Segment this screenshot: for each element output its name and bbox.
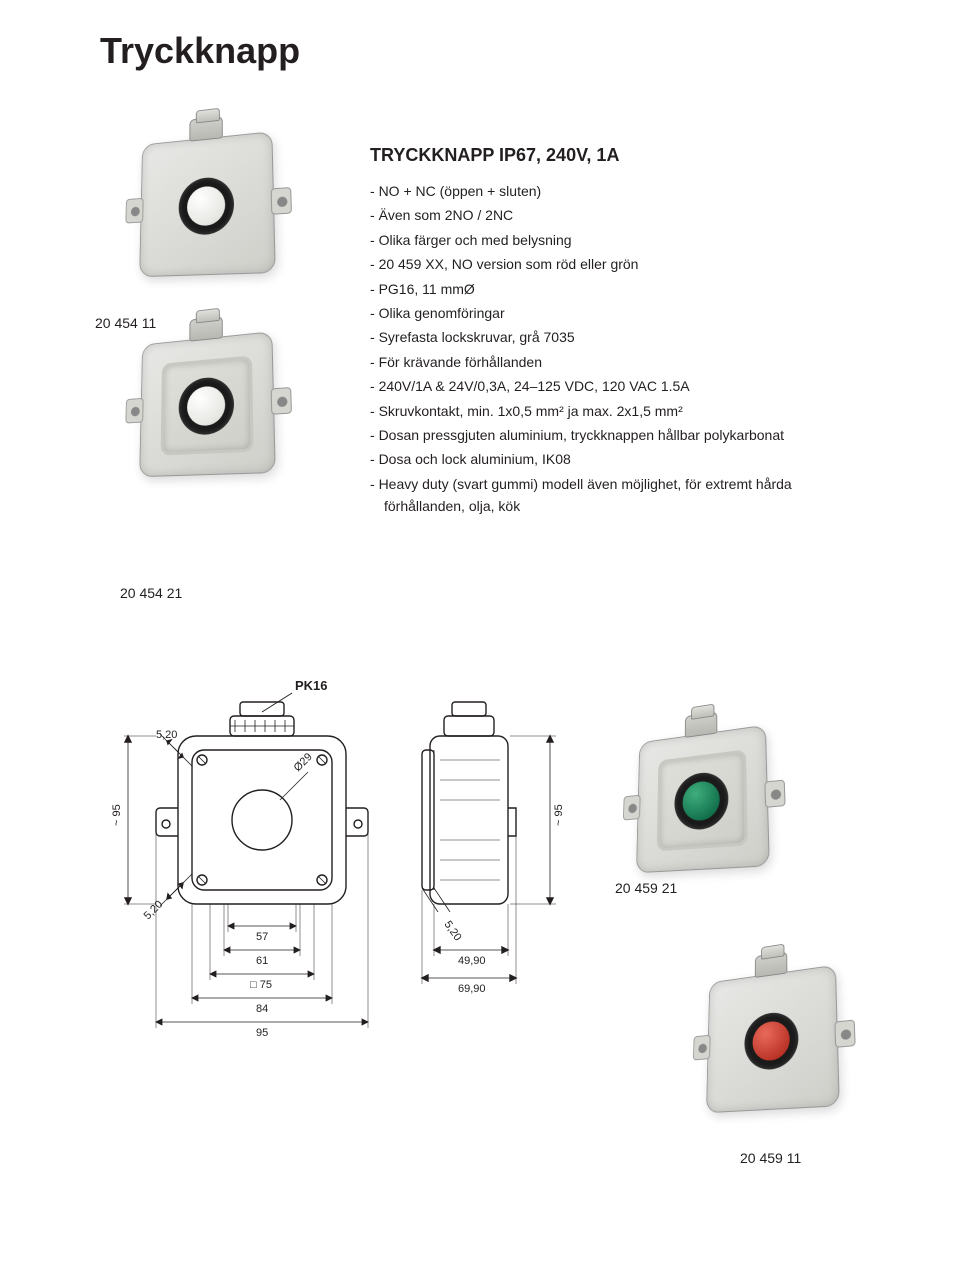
spec-item: Skruvkontakt, min. 1x0,5 mm² ja max. 2x1… (370, 400, 840, 422)
label-20-459-21: 20 459 21 (615, 880, 677, 896)
spec-list: NO + NC (öppen + sluten) Även som 2NO / … (370, 180, 840, 519)
svg-text:69,90: 69,90 (458, 983, 486, 995)
svg-text:Ø29: Ø29 (292, 751, 315, 774)
pk16-label: PK16 (295, 678, 328, 693)
product-image-2 (139, 331, 276, 477)
svg-text:95: 95 (256, 1027, 268, 1039)
spec-item: Heavy duty (svart gummi) modell även möj… (370, 473, 840, 518)
svg-text:49,90: 49,90 (458, 955, 486, 967)
svg-text:~ 95: ~ 95 (553, 804, 565, 826)
label-20-454-11: 20 454 11 (95, 315, 156, 331)
svg-text:84: 84 (256, 1003, 268, 1015)
svg-text:5,20: 5,20 (442, 919, 464, 943)
spec-item: Syrefasta lockskruvar, grå 7035 (370, 326, 840, 348)
product-image-green (636, 725, 770, 874)
product-image-red (706, 965, 840, 1114)
spec-item: Även som 2NO / 2NC (370, 204, 840, 226)
spec-item: 20 459 XX, NO version som röd eller grön (370, 253, 840, 275)
technical-drawing: PK16 Ø29 5,20 (70, 640, 590, 1160)
label-20-459-11: 20 459 11 (740, 1150, 801, 1166)
page-title: Tryckknapp (100, 30, 300, 72)
svg-text:~ 95: ~ 95 (111, 804, 123, 826)
spec-item: Dosan pressgjuten aluminium, tryckknappe… (370, 424, 840, 446)
spec-item: Dosa och lock aluminium, IK08 (370, 448, 840, 470)
section-heading: TRYCKKNAPP IP67, 240V, 1A (370, 145, 619, 166)
svg-text:5,20: 5,20 (156, 729, 177, 741)
spec-item: För krävande förhållanden (370, 351, 840, 373)
svg-text:□ 75: □ 75 (250, 979, 272, 991)
label-20-454-21: 20 454 21 (120, 585, 182, 601)
spec-item: Olika färger och med belysning (370, 229, 840, 251)
svg-text:61: 61 (256, 955, 268, 967)
product-image-1 (139, 131, 276, 277)
spec-item: Olika genomföringar (370, 302, 840, 324)
svg-text:5,20: 5,20 (142, 898, 166, 922)
svg-text:57: 57 (256, 931, 268, 943)
spec-item: NO + NC (öppen + sluten) (370, 180, 840, 202)
spec-item: 240V/1A & 24V/0,3A, 24–125 VDC, 120 VAC … (370, 375, 840, 397)
spec-item: PG16, 11 mmØ (370, 278, 840, 300)
